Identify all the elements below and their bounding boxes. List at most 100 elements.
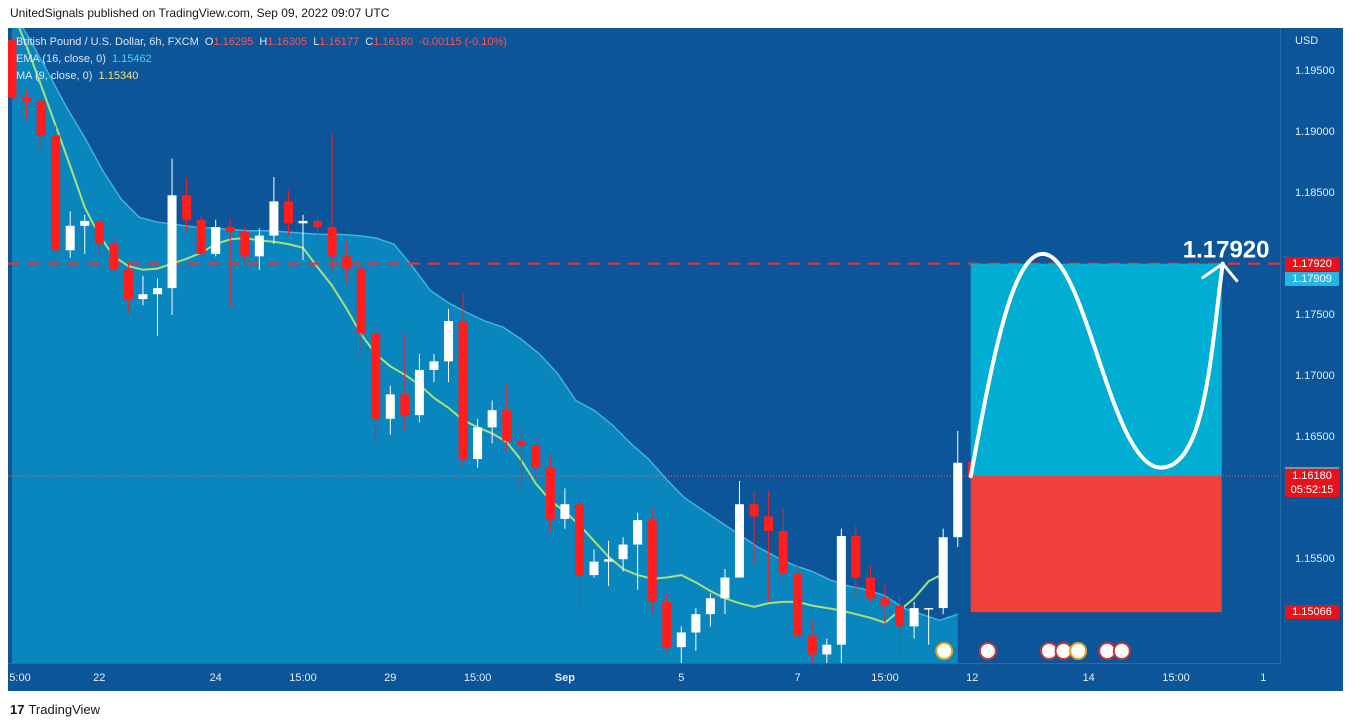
candle-down [8,40,17,98]
candle-down [123,269,133,300]
footer-brand: TradingView [28,702,101,717]
candle-down [749,504,759,517]
candle-down [458,321,468,460]
time-tick-label: 14 [1082,672,1095,684]
candle-up [822,644,832,655]
time-tick-label: 1 [1260,672,1267,684]
candle-up [254,235,264,257]
legend-symbol-row: British Pound / U.S. Dollar, 6h, FXCM O1… [16,36,507,48]
time-tick-label: 5:00 [9,672,31,684]
price-axis[interactable]: USD 1.19500 1.19000 1.18500 1.17500 1.17000 1… [1280,28,1344,663]
candle-up [444,321,453,362]
candle-down [880,598,890,606]
time-tick-label: 29 [384,672,397,684]
projection-curve [968,251,1225,479]
candle-up [604,559,614,562]
legend-ma-label: MA (9, close, 0) [16,70,93,82]
time-tick-label: 15:00 [463,672,492,684]
time-axis[interactable]: 5:00 22 24 15:00 29 15:00 Sep 5 7 15:00 12 14 15:00 1 [8,663,1280,692]
chart-legend: British Pound / U.S. Dollar, 6h, FXCM O1… [16,34,507,85]
candle-down [36,101,46,136]
candle-up [80,220,90,226]
legend-ema-row[interactable]: EMA (16, close, 0) 1.15462 [16,51,507,68]
candle-up [487,410,497,428]
candle-down [196,219,206,254]
legend-ma-row[interactable]: MA (9, close, 0) 1.15340 [16,68,507,85]
candle-up [589,561,599,576]
candle-down [240,231,250,257]
candle-up [938,537,948,609]
candle-up [735,504,744,578]
profit-zone [970,263,1222,477]
legend-symbol: British Pound / U.S. Dollar, 6h, FXCM [16,36,199,48]
candle-down [109,244,119,270]
candle-down [182,195,192,220]
chart-plot-area[interactable]: 1.17920 British Pound / U.S. Dollar, 6h,… [8,28,1280,663]
candle-up [65,225,75,251]
tradingview-logo-icon: 17 [10,702,25,717]
legend-ema-label: EMA (16, close, 0) [16,53,106,65]
candle-up [298,220,308,224]
candle-down [225,227,235,232]
candle-down [545,467,555,519]
candle-up [909,608,919,627]
price-tick-label: 1.17000 [1295,370,1335,383]
candle-down [94,220,104,245]
candle-down [574,504,584,576]
badge-countdown: 05:52:15 [1285,483,1339,498]
publisher-line: UnitedSignals published on TradingView.c… [10,6,390,20]
event-flag-icon [1112,642,1131,660]
candle-down [516,440,526,446]
target-price-label: 1.17920 [1183,237,1270,264]
candle-up [618,544,628,560]
event-flag-icon [1069,642,1088,660]
candle-down [327,227,337,257]
candle-down [22,97,32,102]
candle-up [473,427,483,460]
candle-down [764,516,774,532]
candle-up [385,394,395,419]
time-tick-label: 15:00 [1162,672,1190,684]
candle-up [720,577,730,599]
price-tick-label: 1.19000 [1295,125,1335,138]
candle-up [429,361,439,370]
candle-down [851,536,861,578]
time-tick-label: 7 [794,672,801,684]
legend-low: 1.16177 [319,36,360,48]
arrow-head-icon [1201,261,1239,283]
price-tick-label: 1.18500 [1295,186,1335,199]
legend-ma-value: 1.15340 [98,70,139,82]
legend-close: 1.16180 [373,36,413,48]
price-tick-label: 1.15500 [1295,553,1335,566]
candle-down [313,220,323,228]
candle-up [153,288,162,295]
time-tick-label: 12 [966,672,979,684]
candle-down [400,394,410,416]
candle-down [371,333,381,419]
candle-up [211,227,221,254]
legend-high: 1.16305 [267,36,308,48]
candle-down [647,520,657,602]
candle-up [269,201,279,236]
candle-up [691,614,701,633]
event-flag-icon [978,642,997,660]
candle-up [953,462,963,538]
candle-up [633,520,643,545]
candle-up [138,294,148,300]
candle-down [502,410,512,441]
ema-band-area [12,28,958,663]
time-tick-label: 24 [209,672,222,684]
price-chart: 1.17920 [8,28,1280,663]
candle-up [414,369,424,416]
candle-down [793,573,803,637]
candle-up [705,598,715,615]
tradingview-footer[interactable]: 17 TradingView [10,702,100,717]
time-tick-label: 5 [678,672,685,684]
badge-last-price: 1.16180 [1285,469,1339,484]
legend-ema-value: 1.15462 [112,53,152,65]
candle-down [342,256,352,269]
time-tick-label: 15:00 [871,672,899,684]
badge-stop-price: 1.15066 [1285,605,1339,620]
chart-frame: 1.17920 British Pound / U.S. Dollar, 6h,… [8,28,1343,691]
legend-open: 1.16295 [213,36,254,48]
